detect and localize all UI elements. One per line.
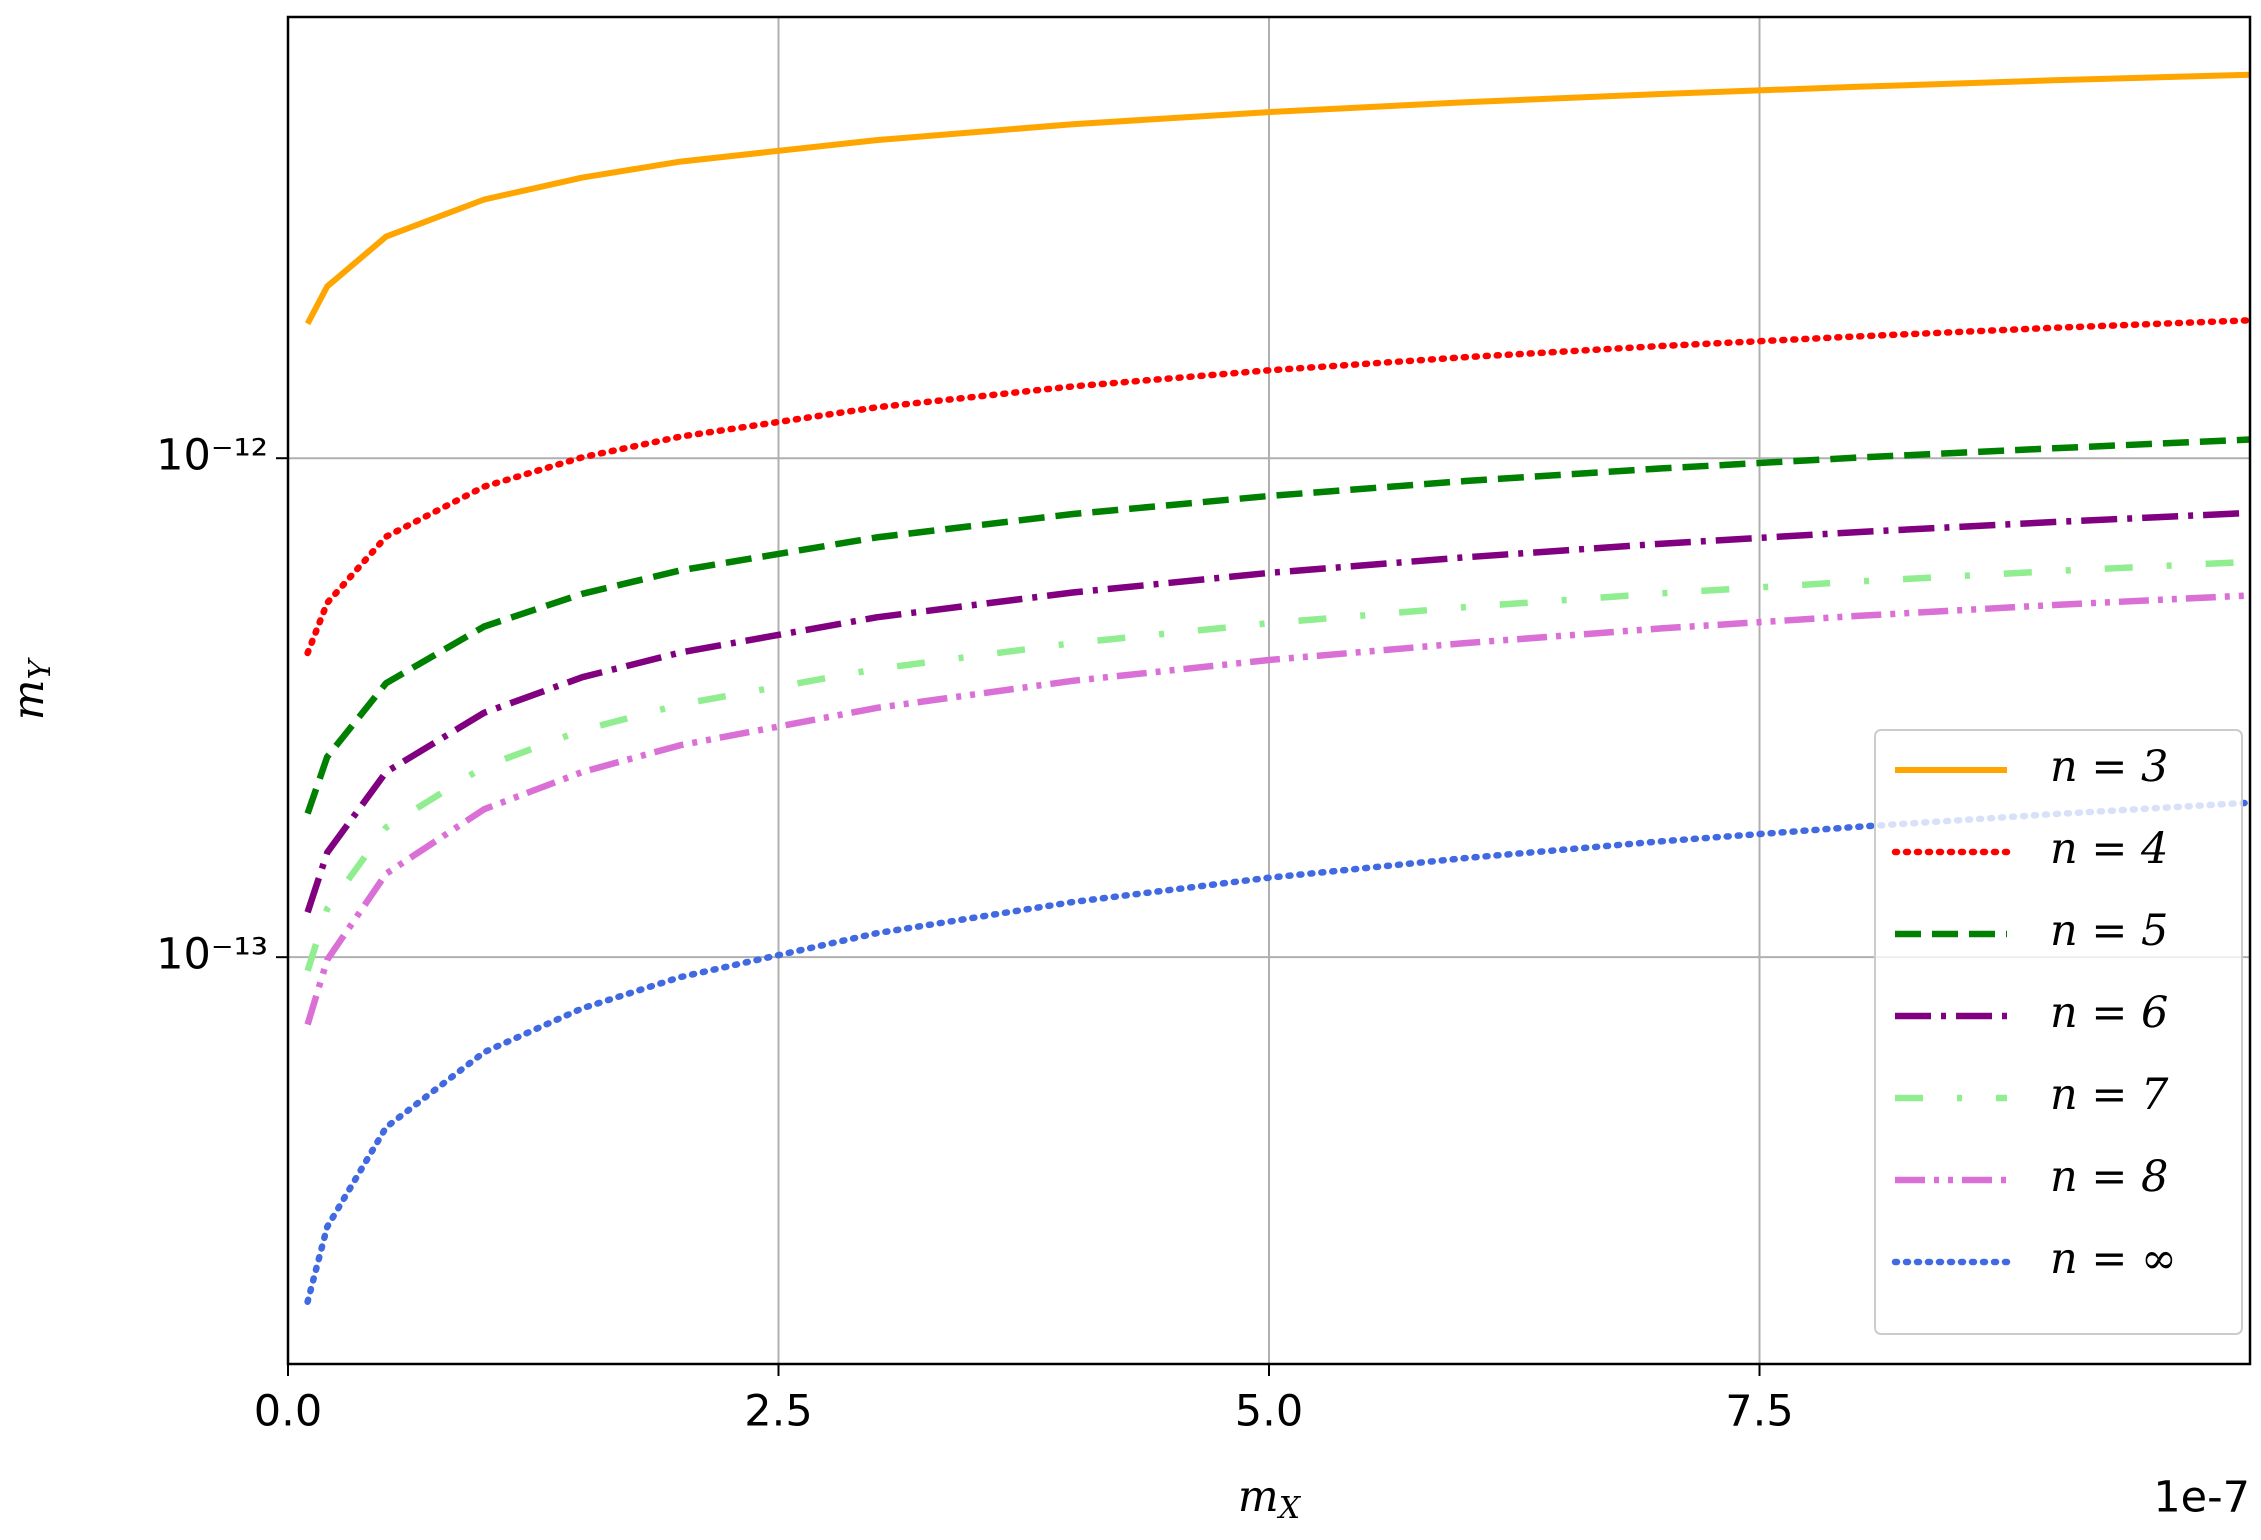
legend-label: n = 4	[2050, 824, 2168, 874]
series-line	[304, 436, 2250, 815]
x-tick-label: 5.0	[1235, 1387, 1303, 1437]
x-tick-label: 0.0	[254, 1387, 322, 1437]
legend-label: n = 8	[2050, 1152, 2168, 1202]
legend-label: n = 6	[2050, 988, 2168, 1038]
series-line	[304, 558, 2250, 972]
plot-lines	[304, 71, 2250, 1305]
legend-label: n = 5	[2050, 906, 2168, 956]
series-line	[304, 592, 2250, 1026]
series-line	[304, 71, 2250, 326]
series-line	[304, 317, 2250, 657]
series-line	[304, 799, 2250, 1305]
legend-label: n = ∞	[2050, 1234, 2177, 1284]
x-tick-label: 7.5	[1725, 1387, 1793, 1437]
x-axis-label: mX	[1238, 1472, 1302, 1526]
y-tick-label: 10⁻¹²	[156, 431, 268, 481]
x-tick-label: 2.5	[744, 1387, 812, 1437]
y-tick-label: 10⁻¹³	[156, 930, 268, 980]
legend-label: n = 3	[2050, 742, 2168, 792]
ticks: 0.0 2.5 5.0 7.5 10⁻¹³ 10⁻¹²	[156, 431, 1794, 1437]
legend-label: n = 7	[2050, 1070, 2169, 1120]
y-axis-label: mY	[4, 657, 58, 721]
legend: n = 3 n = 4 n = 5 n = 6 n = 7 n = 8 n = ∞	[1874, 729, 2243, 1335]
x-offset-label: 1e-7	[2153, 1473, 2250, 1523]
series-line	[304, 509, 2250, 914]
